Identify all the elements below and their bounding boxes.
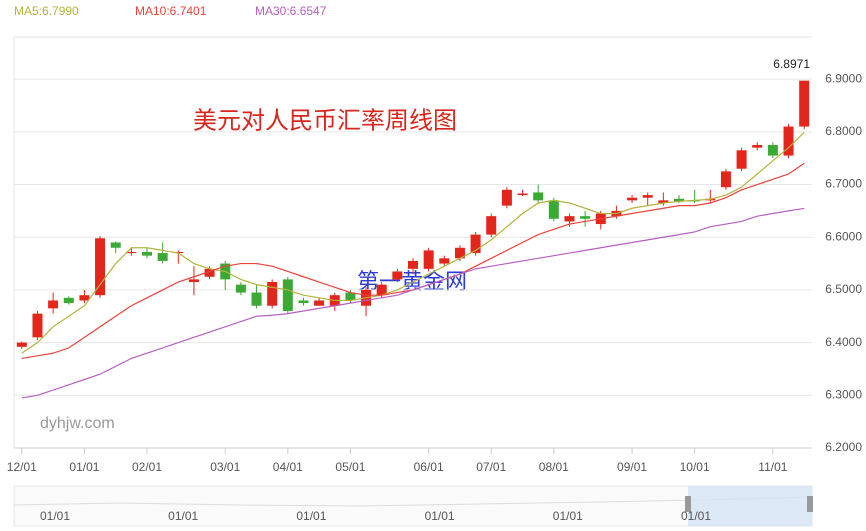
legend-entry: MA5:6.7990: [14, 4, 79, 18]
candle-body: [548, 200, 559, 219]
candle-body: [752, 145, 763, 148]
y-tick-label: 6.7000: [825, 177, 862, 191]
navigator-window[interactable]: [688, 486, 812, 526]
candle-body: [298, 300, 309, 304]
candle-body: [110, 242, 121, 248]
candle-body: [408, 260, 418, 269]
candle-body: [501, 189, 512, 206]
candle-body: [627, 197, 638, 201]
chart-title: 美元对人民币汇率周线图: [193, 107, 457, 135]
navigator-line: [13, 496, 813, 507]
x-tick-label: 02/01: [132, 460, 162, 474]
candle-body: [517, 193, 528, 196]
candle-body: [767, 145, 778, 156]
navigator-handle[interactable]: [807, 496, 813, 512]
candle-body: [48, 300, 59, 309]
x-tick-label: 12/01: [7, 460, 37, 474]
legend-entry: MA30:6.6547: [255, 4, 327, 18]
candle-body: [188, 279, 199, 283]
candle-body: [126, 251, 137, 254]
candle-body: [486, 216, 497, 235]
candle-body: [580, 216, 591, 219]
x-tick-label: 04/01: [273, 460, 303, 474]
candle-body: [658, 200, 669, 203]
candle-body: [674, 198, 684, 202]
candle-body: [564, 216, 575, 222]
x-tick-label: 07/01: [476, 460, 506, 474]
candle-body: [282, 279, 293, 311]
x-tick-label: 01/01: [69, 460, 99, 474]
candle-body: [783, 126, 794, 156]
candle-body: [235, 284, 246, 293]
candle-body: [454, 247, 465, 259]
y-tick-label: 6.8000: [825, 124, 862, 138]
x-tick-label: 11/01: [758, 460, 787, 474]
candle-body: [204, 268, 215, 277]
y-tick-label: 6.4000: [825, 335, 862, 349]
last-price-label: 6.8971: [773, 57, 810, 71]
x-tick-label: 05/01: [335, 460, 365, 474]
x-tick-label: 10/01: [680, 460, 710, 474]
candle-body: [642, 195, 653, 198]
navigator-label: 01/01: [425, 509, 455, 523]
y-tick-label: 6.3000: [825, 387, 862, 401]
navigator-label: 01/01: [553, 509, 583, 523]
candle-body: [439, 258, 450, 264]
ma-line: [21, 131, 805, 354]
candle-body: [470, 234, 481, 254]
candle-body: [63, 297, 74, 304]
navigator-label: 01/01: [681, 509, 711, 523]
navigator-label: 01/01: [168, 509, 198, 523]
navigator-handle[interactable]: [685, 496, 691, 512]
y-tick-label: 6.5000: [825, 282, 862, 296]
candle-body: [314, 300, 325, 306]
navigator-label: 01/01: [296, 509, 326, 523]
navigator[interactable]: [13, 485, 813, 527]
candle-body: [799, 80, 810, 127]
candle-body: [16, 342, 27, 347]
candle-body: [376, 284, 387, 296]
x-tick-label: 08/01: [539, 460, 569, 474]
x-tick-label: 06/01: [414, 460, 444, 474]
candle-body: [267, 282, 278, 306]
candle-body: [736, 150, 747, 169]
ma-line: [21, 207, 805, 399]
y-tick-label: 6.6000: [825, 229, 862, 243]
candle-body: [392, 271, 403, 280]
x-tick-label: 03/01: [210, 460, 240, 474]
candle-body: [142, 251, 152, 256]
candle-body: [95, 238, 106, 296]
navigator-label: 01/01: [40, 509, 70, 523]
candle-body: [720, 171, 731, 188]
watermark: dyhjw.com: [40, 415, 115, 432]
candle-body: [423, 250, 434, 269]
candle-body: [533, 192, 544, 201]
candle-body: [157, 253, 168, 261]
candle-body: [79, 295, 90, 301]
candle-body: [251, 292, 262, 306]
y-tick-label: 6.2000: [825, 440, 862, 454]
x-tick-label: 09/01: [617, 460, 647, 474]
y-tick-label: 6.9000: [825, 71, 862, 85]
candle-body: [345, 292, 356, 301]
legend-entry: MA10:6.7401: [135, 4, 207, 18]
candle-body: [32, 313, 43, 338]
